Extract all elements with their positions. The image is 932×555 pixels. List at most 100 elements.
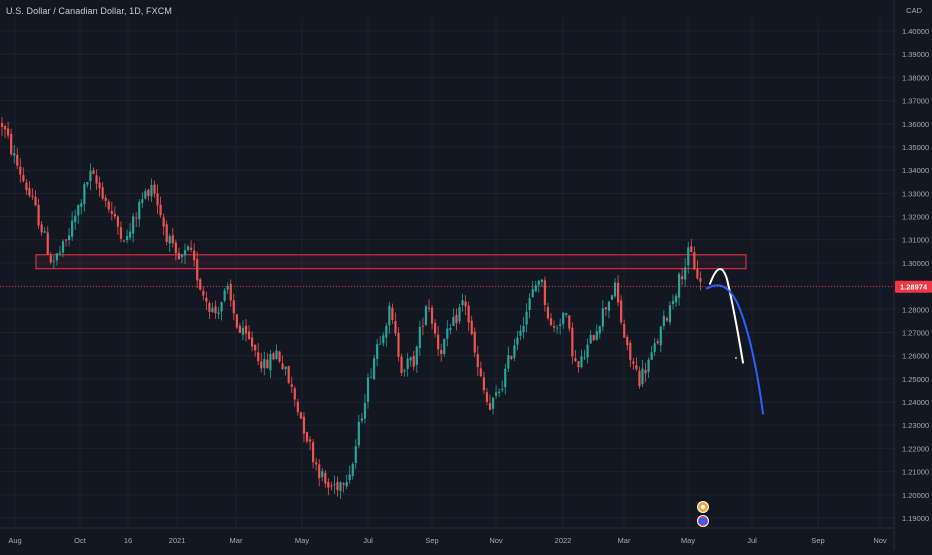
candle-body — [251, 337, 254, 347]
candle-body — [342, 483, 345, 485]
candle-body — [177, 252, 180, 260]
candle-body — [64, 239, 68, 241]
price-tick-label: 1.32000 — [902, 213, 929, 222]
candle-body — [589, 335, 592, 344]
candle-body — [138, 201, 141, 220]
candle-body — [80, 203, 83, 207]
blue-projection-path — [706, 284, 764, 415]
candle-body — [302, 416, 306, 434]
candle-body — [190, 247, 193, 250]
time-tick-label: Mar — [618, 536, 631, 545]
time-tick-label: Jul — [363, 536, 373, 545]
candle-body — [394, 320, 397, 334]
candle-body — [644, 369, 647, 374]
candle-body — [290, 384, 293, 387]
candle-body — [244, 325, 248, 334]
candle-body — [116, 216, 119, 227]
candle-body — [482, 377, 485, 391]
candle-body — [488, 403, 492, 410]
candle-body — [180, 254, 184, 258]
time-tick-label: Sep — [811, 536, 824, 545]
candle-body — [382, 335, 385, 344]
candle-body — [522, 325, 525, 333]
candle-body — [196, 259, 199, 281]
candle-body — [519, 330, 522, 336]
candle-body — [510, 356, 513, 360]
candle-body — [144, 191, 147, 199]
candle-body — [315, 462, 318, 465]
candle-body — [71, 220, 74, 237]
candle-body — [540, 279, 543, 282]
candle-body — [13, 153, 16, 156]
last-price-badge-layer: 1.28974 — [895, 280, 932, 293]
candle-body — [165, 224, 168, 242]
candle-body — [681, 276, 684, 280]
candle-body — [171, 235, 174, 244]
price-tick-label: 1.26000 — [902, 352, 929, 361]
candle-body — [412, 356, 415, 367]
time-tick-label: May — [295, 536, 309, 545]
candle-body — [275, 350, 278, 360]
candle-body — [678, 274, 681, 298]
candle-body — [485, 392, 489, 402]
candle-body — [684, 267, 687, 280]
candle-body — [491, 397, 495, 409]
candle-body — [247, 331, 251, 339]
time-tick-label: May — [681, 536, 695, 545]
candle-body — [3, 126, 7, 130]
candle-body — [638, 370, 641, 387]
candle-body — [296, 401, 299, 413]
candle-body — [501, 389, 504, 391]
candle-body — [668, 305, 672, 323]
candle-body — [586, 344, 589, 358]
white-projection-path — [709, 268, 744, 364]
price-axis: 1.40000 1.39000 1.38000 1.37000 1.36000 1.350… — [893, 0, 929, 550]
candle-body — [674, 295, 678, 303]
candle-body — [647, 359, 650, 372]
time-tick-label: 16 — [124, 536, 132, 545]
candle-body — [226, 286, 229, 290]
candle-body — [379, 343, 382, 345]
candle-body — [281, 363, 284, 370]
event-markers-layer — [697, 501, 709, 527]
candle-body — [376, 344, 379, 360]
candle-body — [83, 184, 86, 205]
price-tick-label: 1.24000 — [902, 398, 929, 407]
resistance-zone-layer — [35, 254, 747, 270]
candle-body — [449, 328, 452, 331]
time-tick-label: Oct — [74, 536, 87, 545]
candle-body — [238, 325, 241, 333]
candle-body — [49, 255, 52, 263]
candle-body — [22, 175, 25, 182]
time-tick-label: 2022 — [555, 536, 572, 545]
candle-body — [421, 325, 424, 327]
candle-body — [129, 231, 132, 238]
candle-body — [211, 307, 214, 312]
candle-body — [613, 282, 617, 297]
candle-body — [632, 361, 635, 364]
candle-body — [360, 418, 363, 421]
price-tick-label: 1.31000 — [902, 236, 929, 245]
price-tick-label: 1.25000 — [902, 375, 929, 384]
time-tick-label: Jul — [747, 536, 757, 545]
candle-body — [10, 134, 13, 155]
candle-body — [107, 201, 110, 210]
candle-body — [7, 128, 10, 136]
chart-title: U.S. Dollar / Canadian Dollar, 1D, FXCM — [6, 6, 172, 16]
price-tick-label: 1.28000 — [902, 305, 929, 314]
candle-body — [629, 342, 632, 361]
candle-body — [653, 343, 656, 352]
price-tick-label: 1.23000 — [902, 421, 929, 430]
candle-body — [223, 290, 226, 301]
candle-body — [467, 305, 470, 323]
candle-body — [470, 320, 473, 334]
candle-body — [623, 323, 626, 338]
candle-body — [147, 189, 150, 197]
candle-body — [687, 247, 690, 266]
candle-body — [440, 350, 443, 355]
candle-body — [205, 297, 208, 302]
candle-body — [333, 484, 336, 485]
candle-body — [690, 246, 693, 253]
